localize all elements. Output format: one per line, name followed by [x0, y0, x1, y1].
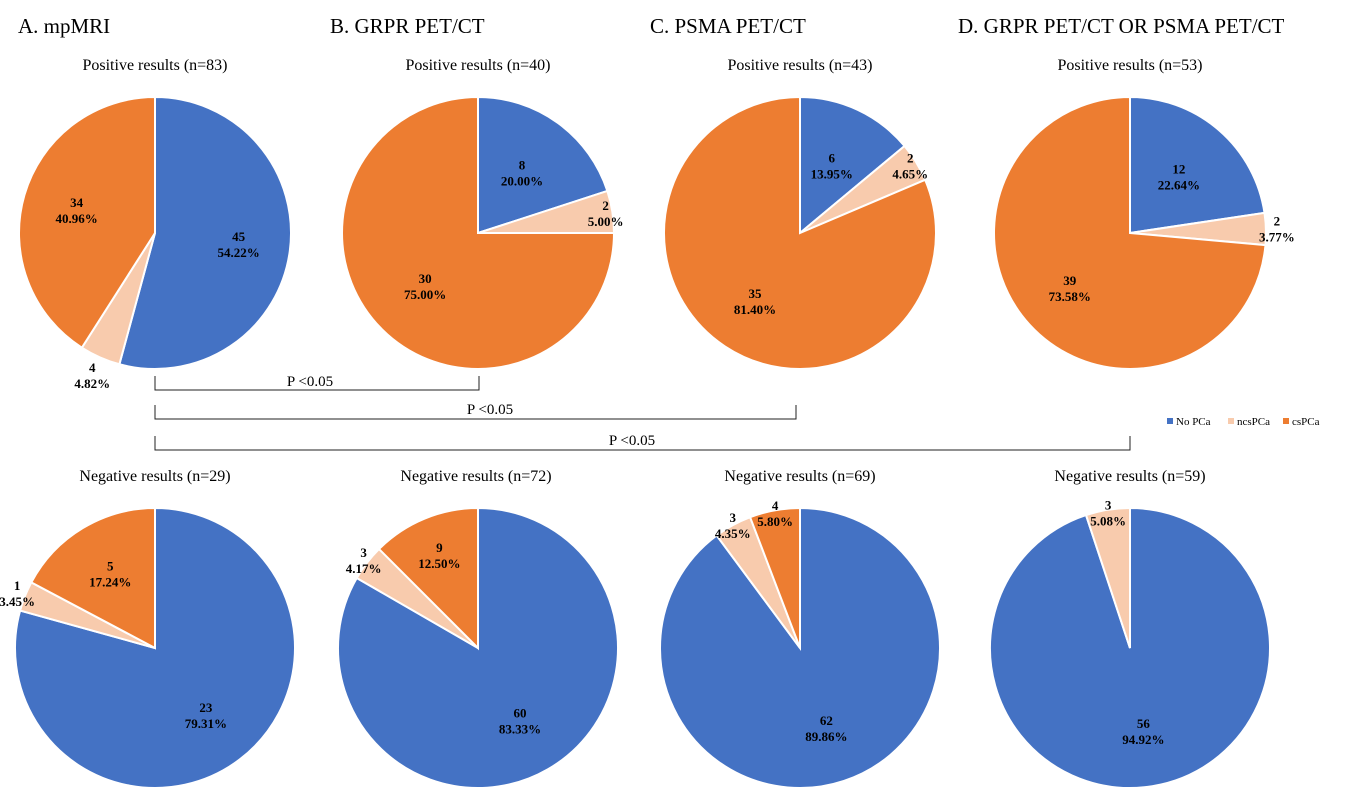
panel-title-d: D. GRPR PET/CT OR PSMA PET/CT: [958, 14, 1285, 38]
pie-slice-no-pca: [799, 95, 906, 236]
legend: No PCa ncsPCa csPCa: [1167, 416, 1320, 428]
pie-slice-cspca: [29, 506, 156, 650]
chart-title: Positive results (n=83): [82, 57, 227, 74]
p-value-label: P <0.05: [467, 402, 513, 418]
data-label-count: 5: [107, 559, 114, 574]
data-label-percent: 22.64%: [1158, 177, 1200, 192]
data-label-percent: 4.17%: [346, 561, 382, 576]
pie-slice-ncspca: [1084, 506, 1131, 649]
data-label-percent: 75.00%: [404, 287, 446, 302]
comparison-bracket-a-d: [154, 436, 1131, 451]
data-label-percent: 5.80%: [757, 514, 793, 529]
data-label-percent: 3.45%: [0, 594, 35, 609]
pie-slice-cspca: [663, 95, 937, 370]
data-label-percent: 81.40%: [734, 302, 776, 317]
chart-title: Negative results (n=59): [1054, 468, 1205, 485]
comparison-bracket-a-c: [154, 405, 797, 420]
pie-slice-no-pca: [14, 506, 296, 789]
chart-title: Negative results (n=69): [724, 468, 875, 485]
data-label-count: 39: [1063, 273, 1077, 288]
data-label-count: 3: [730, 510, 737, 525]
chart-title: Positive results (n=40): [405, 57, 550, 74]
data-label-count: 6: [828, 150, 835, 165]
pie-slice-no-pca: [1129, 95, 1266, 235]
data-label-count: 4: [772, 498, 779, 513]
data-label-percent: 17.24%: [89, 575, 131, 590]
comparison-bracket-a-b: [154, 376, 480, 391]
data-label-percent: 89.86%: [805, 729, 847, 744]
data-label-percent: 12.50%: [418, 556, 460, 571]
panel-title-b: B. GRPR PET/CT: [330, 14, 485, 38]
data-label-percent: 73.58%: [1049, 289, 1091, 304]
pie-slice-cspca: [377, 506, 479, 651]
chart-title: Positive results (n=53): [1057, 57, 1202, 74]
data-label-count: 9: [436, 540, 443, 555]
data-label-percent: 83.33%: [499, 722, 541, 737]
data-label-count: 45: [232, 229, 246, 244]
data-label-count: 4: [89, 360, 96, 375]
data-label-percent: 40.96%: [56, 211, 98, 226]
pie-slice-cspca: [993, 95, 1267, 370]
data-label-count: 62: [820, 713, 833, 728]
legend-swatch-no-pca: [1167, 418, 1173, 424]
data-label-count: 35: [748, 286, 762, 301]
data-label-count: 1: [14, 578, 21, 593]
data-label-count: 8: [519, 157, 526, 172]
data-label-count: 12: [1172, 161, 1185, 176]
data-label-count: 3: [360, 545, 367, 560]
data-label-percent: 54.22%: [217, 245, 259, 260]
data-label-percent: 3.77%: [1259, 230, 1295, 245]
data-label-percent: 4.65%: [892, 167, 928, 182]
data-label-percent: 4.35%: [715, 526, 751, 541]
p-value-label: P <0.05: [609, 433, 655, 449]
chart-title: Negative results (n=29): [79, 468, 230, 485]
legend-swatch-cspca: [1283, 418, 1289, 424]
data-label-count: 56: [1137, 716, 1151, 731]
legend-label-cspca: csPCa: [1292, 416, 1320, 428]
chart-title: Positive results (n=43): [727, 57, 872, 74]
data-label-percent: 5.00%: [588, 214, 624, 229]
panel-title-a: A. mpMRI: [18, 14, 110, 38]
data-label-count: 3: [1105, 498, 1112, 513]
data-label-percent: 4.82%: [74, 376, 110, 391]
chart-title: Negative results (n=72): [400, 468, 551, 485]
data-label-count: 30: [419, 271, 432, 286]
data-label-percent: 13.95%: [811, 166, 853, 181]
pie-slice-cspca: [748, 506, 801, 649]
data-label-count: 60: [514, 706, 527, 721]
pie-slice-no-pca: [118, 95, 292, 370]
data-label-percent: 94.92%: [1122, 732, 1164, 747]
data-label-count: 34: [70, 195, 84, 210]
data-label-count: 2: [602, 198, 609, 213]
data-label-count: 2: [1274, 214, 1281, 229]
pie-slice-cspca: [18, 95, 156, 350]
p-value-label: P <0.05: [287, 374, 333, 390]
data-label-percent: 5.08%: [1090, 514, 1126, 529]
data-label-percent: 79.31%: [185, 716, 227, 731]
data-label-count: 23: [199, 700, 213, 715]
legend-swatch-ncspca: [1228, 418, 1234, 424]
panel-title-c: C. PSMA PET/CT: [650, 14, 806, 38]
data-label-count: 2: [907, 151, 914, 166]
pie-slice-no-pca: [477, 95, 609, 235]
legend-label-no-pca: No PCa: [1176, 416, 1211, 428]
legend-label-ncspca: ncsPCa: [1237, 416, 1270, 428]
pie-slice-cspca: [341, 95, 616, 370]
data-label-percent: 20.00%: [501, 173, 543, 188]
